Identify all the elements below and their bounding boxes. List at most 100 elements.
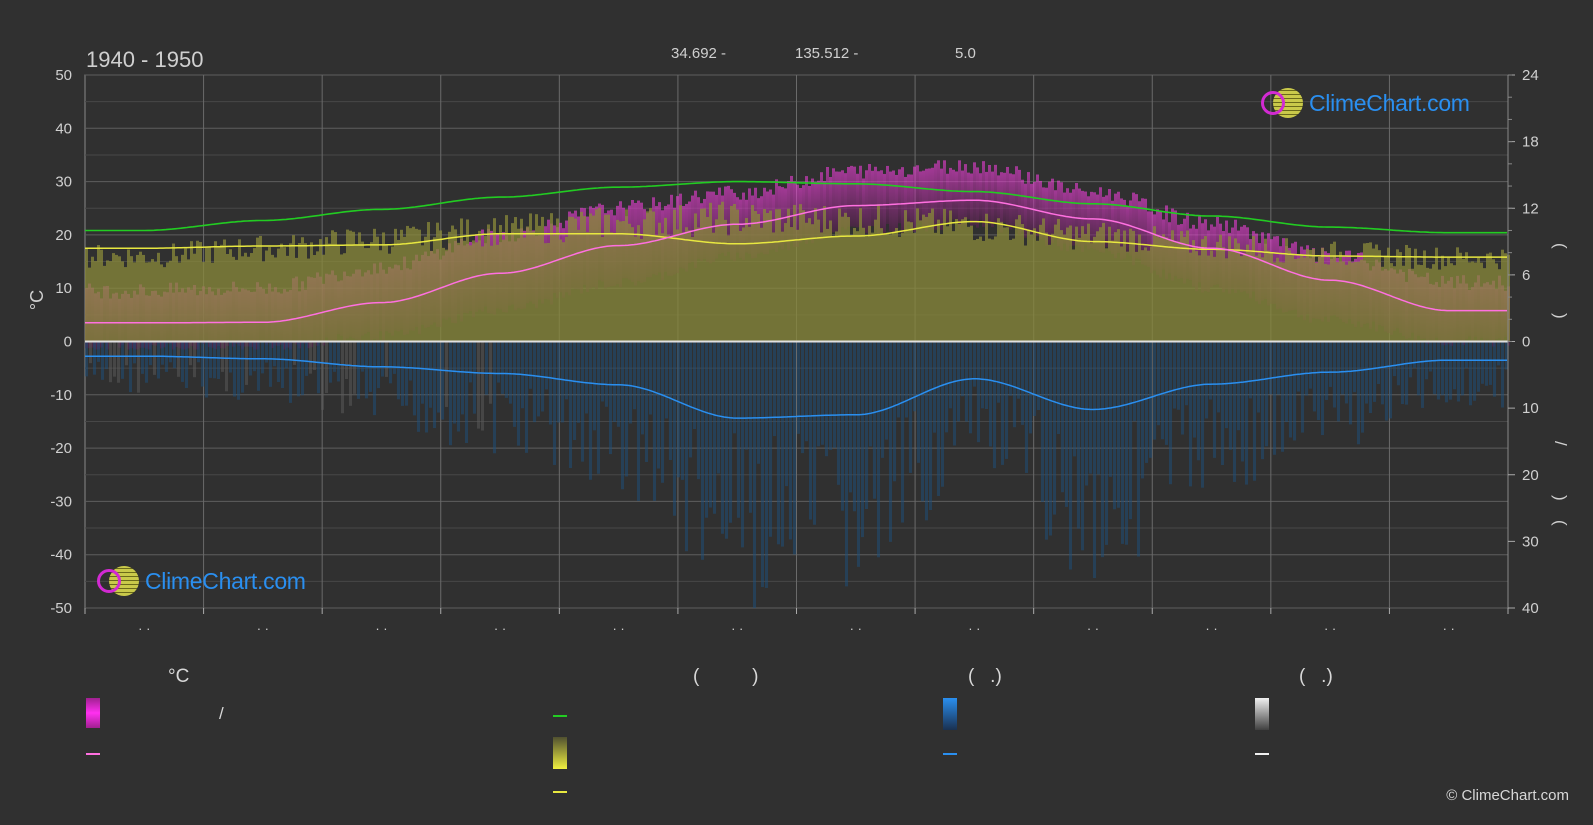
sunshine-bar — [997, 218, 1000, 342]
precip-bar — [1445, 341, 1448, 403]
sunshine-bar — [199, 242, 202, 342]
lon-label: 135.512 - — [795, 45, 858, 62]
precip-bar — [1477, 341, 1480, 392]
sunshine-bar — [313, 255, 316, 342]
temp-band-bar — [820, 172, 823, 241]
sunshine-bar — [151, 259, 154, 342]
precip-bar — [1169, 341, 1172, 485]
sunshine-bar — [1495, 263, 1498, 342]
precip-bar — [709, 341, 712, 508]
precip-bar — [777, 341, 780, 545]
sunshine-bar — [1348, 261, 1351, 342]
precip-bar — [1165, 341, 1168, 445]
temp-band-bar — [865, 170, 868, 234]
precip-bar — [1033, 341, 1036, 416]
sunshine-bar — [1333, 241, 1336, 342]
sunshine-bar — [295, 257, 298, 342]
precip-bar — [1357, 341, 1360, 445]
sunshine-bar — [496, 244, 499, 342]
temp-band-bar — [922, 170, 925, 229]
sunshine-bar — [868, 225, 871, 342]
precip-bar — [789, 341, 792, 540]
temp-band-bar — [874, 166, 877, 230]
sunshine-bar — [1396, 249, 1399, 342]
precip-mean-line — [85, 355, 1507, 419]
sunshine-bar — [628, 223, 631, 342]
sunshine-bar — [286, 255, 289, 342]
precip-bar — [1465, 341, 1468, 369]
precip-bar — [621, 341, 624, 490]
sunshine-bar — [655, 236, 658, 342]
precip-bar — [669, 341, 672, 460]
temp-band-bar — [856, 173, 859, 228]
month-label: · · — [612, 621, 624, 636]
sunshine-bar — [862, 227, 865, 342]
temp-band-bar — [1012, 174, 1015, 228]
legend-snow-mean-swatch — [1255, 753, 1269, 755]
top-logo[interactable]: ClimeChart.com — [1261, 88, 1470, 118]
precip-bar — [965, 341, 968, 422]
sunshine-bar — [883, 234, 886, 342]
precip-bar — [269, 341, 272, 387]
precip-bar — [1269, 341, 1272, 395]
sunshine-bar — [718, 204, 721, 342]
precip-bar — [877, 341, 880, 558]
sunshine-bar — [1411, 268, 1414, 342]
precip-bar — [97, 341, 100, 362]
temp-band-bar — [949, 167, 952, 228]
precip-bar — [1373, 341, 1376, 402]
precip-bar — [1425, 341, 1428, 380]
month-label: · · — [138, 621, 150, 636]
temp-band-bar — [1024, 183, 1027, 238]
precip-bar — [1105, 341, 1108, 545]
precip-bar — [425, 341, 428, 433]
precip-bar — [261, 341, 264, 374]
sunshine-bar — [544, 243, 547, 342]
sunshine-bar — [1084, 233, 1087, 342]
temp-band-bar — [727, 185, 730, 252]
legend-sunshine-mean-swatch — [553, 791, 567, 793]
sunshine-bar — [1399, 252, 1402, 342]
sunshine-bar — [829, 220, 832, 342]
precip-bar — [537, 341, 540, 417]
temp-band-bar — [898, 169, 901, 224]
sunshine-bar — [106, 260, 109, 342]
sunshine-bar — [988, 238, 991, 342]
sunshine-bar — [1180, 231, 1183, 342]
precip-bar — [701, 341, 704, 560]
sunshine-bar — [922, 214, 925, 342]
sunshine-bar — [808, 218, 811, 342]
precip-bar — [385, 341, 388, 377]
series-lines — [85, 180, 1508, 419]
precip-bar — [1273, 341, 1276, 455]
precip-bar — [1421, 341, 1424, 408]
sunshine-bar — [760, 227, 763, 342]
precip-bar — [1141, 341, 1144, 479]
precip-bar — [1101, 341, 1104, 558]
temp-band-bar — [1087, 196, 1090, 250]
y2-tick-label: 12 — [1522, 200, 1539, 217]
sunshine-bar — [1267, 250, 1270, 342]
sunshine-bar — [916, 208, 919, 342]
temp-band-bar — [976, 167, 979, 228]
temp-band-bar — [1105, 195, 1108, 248]
precip-bar — [1409, 341, 1412, 378]
precip-bar — [1397, 341, 1400, 386]
sunshine-bar — [448, 231, 451, 342]
sunshine-bar — [112, 253, 115, 342]
precip-bar — [145, 341, 148, 383]
sunshine-bar — [409, 228, 412, 342]
sunshine-bar — [175, 256, 178, 342]
sunshine-bar — [529, 213, 532, 342]
y2-tick-label: 24 — [1522, 67, 1539, 84]
temp-band-bar — [994, 164, 997, 223]
temp-band-bar — [691, 195, 694, 262]
sunshine-bar — [1450, 263, 1453, 342]
precip-bar — [797, 341, 800, 434]
sunshine-bar — [1021, 223, 1024, 342]
sunshine-bar — [217, 246, 220, 342]
precip-bar — [277, 341, 280, 382]
bottom-logo[interactable]: ClimeChart.com — [97, 566, 306, 596]
right-label-e: ) — [1551, 495, 1570, 501]
sunshine-bar — [1318, 257, 1321, 342]
